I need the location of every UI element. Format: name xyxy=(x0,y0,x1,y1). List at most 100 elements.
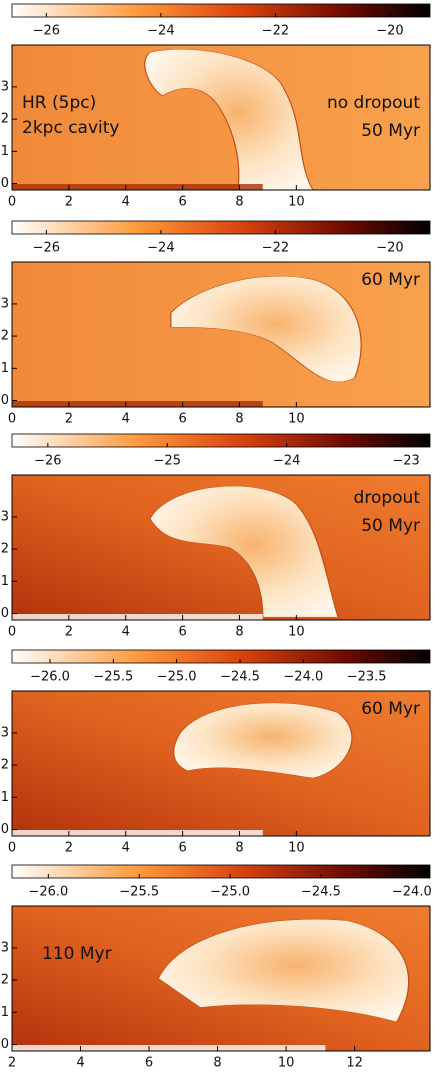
x-tick-label: 8 xyxy=(235,195,243,210)
panel: −26 −25 −24 −23 0 2 4 6 8 10 0 1 2 3 dropout 50 Myr xyxy=(1,433,431,640)
panel: −26.0 −25.5 −25.0 −24.5 −24.0 −23.5 0 2 4 6 8 10 0 1 2… xyxy=(1,649,431,856)
x-tick-label: 2 xyxy=(65,625,73,640)
colorbar-tick-label: −20 xyxy=(376,24,403,39)
colorbar-tick-label: −22 xyxy=(262,241,289,256)
x-tick-label: 10 xyxy=(288,625,305,640)
colorbar-tick-label: −23 xyxy=(392,454,419,469)
image-frame xyxy=(11,905,431,1052)
disk-layer xyxy=(12,1045,326,1051)
x-tick-label: 10 xyxy=(288,195,305,210)
colorbar-tick-label: −24 xyxy=(273,454,300,469)
annotation: dropout xyxy=(354,488,421,508)
x-tick-label: 0 xyxy=(8,625,16,640)
x-tick-label: 4 xyxy=(122,412,130,427)
y-tick-label: 2 xyxy=(1,973,9,988)
colorbar-tick-label: −25.0 xyxy=(157,670,197,685)
image-frame xyxy=(11,690,431,837)
colorbar-tick-label: −26.0 xyxy=(28,885,68,900)
colorbar-tick-label: −26 xyxy=(34,454,61,469)
colorbar-tick-label: −20 xyxy=(376,241,403,256)
y-tick-label: 0 xyxy=(1,606,9,621)
annotation: no dropout xyxy=(327,93,420,113)
annotation: 60 Myr xyxy=(361,699,420,719)
colorbar-tick-label: −25.5 xyxy=(119,885,159,900)
x-tick-label: 6 xyxy=(178,195,186,210)
y-tick-label: 1 xyxy=(1,144,9,159)
y-tick-label: 0 xyxy=(1,393,9,408)
colorbar-tick-label: −25.0 xyxy=(210,885,250,900)
colorbar xyxy=(11,649,431,664)
x-tick-label: 2 xyxy=(8,1056,16,1071)
image-frame xyxy=(11,44,431,191)
x-tick-label: 6 xyxy=(178,625,186,640)
x-tick-label: 4 xyxy=(76,1056,84,1071)
shell xyxy=(157,918,410,1023)
colorbar-tick-label: −26.0 xyxy=(30,670,70,685)
x-tick-label: 4 xyxy=(122,195,130,210)
x-tick-label: 10 xyxy=(288,412,305,427)
y-tick-label: 3 xyxy=(1,79,9,94)
colorbar-tick-label: −26 xyxy=(33,24,60,39)
y-tick-label: 1 xyxy=(1,574,9,589)
colorbar xyxy=(11,433,431,448)
y-tick-label: 2 xyxy=(1,112,9,127)
y-tick-label: 3 xyxy=(1,296,9,311)
disk-layer xyxy=(12,184,263,190)
colorbar-tick-label: −25.5 xyxy=(93,670,133,685)
disk-layer xyxy=(12,830,263,836)
x-tick-label: 4 xyxy=(122,841,130,856)
image-frame xyxy=(11,261,431,408)
colorbar-tick-label: −24.0 xyxy=(392,885,432,900)
annotation: 50 Myr xyxy=(361,516,420,536)
annotation: 50 Myr xyxy=(361,121,420,141)
colorbar xyxy=(11,3,431,18)
colorbar-tick-label: −26 xyxy=(33,241,60,256)
x-tick-label: 12 xyxy=(346,1056,363,1071)
panel: −26 −24 −22 −20 0 2 4 6 8 10 0 1 2 3 60 Myr xyxy=(1,220,431,427)
colorbar-tick-label: −24 xyxy=(147,24,174,39)
image-frame xyxy=(11,474,431,621)
x-tick-label: 0 xyxy=(8,841,16,856)
colorbar xyxy=(11,864,431,879)
shell xyxy=(144,49,314,191)
x-tick-label: 10 xyxy=(278,1056,295,1071)
colorbar-tick-label: −25 xyxy=(154,454,181,469)
y-tick-label: 3 xyxy=(1,509,9,524)
shell xyxy=(149,485,339,618)
annotation: HR (5pc) xyxy=(22,93,96,113)
x-tick-label: 6 xyxy=(178,412,186,427)
y-tick-label: 0 xyxy=(1,1037,9,1052)
disk-layer xyxy=(12,614,263,620)
shell xyxy=(170,276,362,383)
y-tick-label: 1 xyxy=(1,1005,9,1020)
colorbar-tick-label: −24 xyxy=(147,241,174,256)
y-tick-label: 2 xyxy=(1,542,9,557)
y-tick-label: 1 xyxy=(1,361,9,376)
x-tick-label: 8 xyxy=(235,841,243,856)
x-tick-label: 6 xyxy=(178,841,186,856)
colorbar-tick-label: −22 xyxy=(262,24,289,39)
shell xyxy=(173,702,353,779)
colorbar-tick-label: −24.5 xyxy=(301,885,341,900)
x-tick-label: 6 xyxy=(145,1056,153,1071)
y-tick-label: 0 xyxy=(1,822,9,837)
colorbar-tick-label: −24.5 xyxy=(220,670,260,685)
x-tick-label: 8 xyxy=(235,625,243,640)
y-tick-label: 3 xyxy=(1,940,9,955)
x-tick-label: 8 xyxy=(213,1056,221,1071)
y-tick-label: 0 xyxy=(1,176,9,191)
x-tick-label: 10 xyxy=(288,841,305,856)
x-tick-label: 2 xyxy=(65,841,73,856)
annotation: 60 Myr xyxy=(361,270,420,290)
y-tick-label: 2 xyxy=(1,758,9,773)
x-tick-label: 2 xyxy=(65,195,73,210)
y-tick-label: 1 xyxy=(1,790,9,805)
annotation: 2kpc cavity xyxy=(22,118,119,138)
x-tick-label: 8 xyxy=(235,412,243,427)
x-tick-label: 0 xyxy=(8,412,16,427)
x-tick-label: 0 xyxy=(8,195,16,210)
colorbar-tick-label: −24.0 xyxy=(283,670,323,685)
y-tick-label: 2 xyxy=(1,329,9,344)
